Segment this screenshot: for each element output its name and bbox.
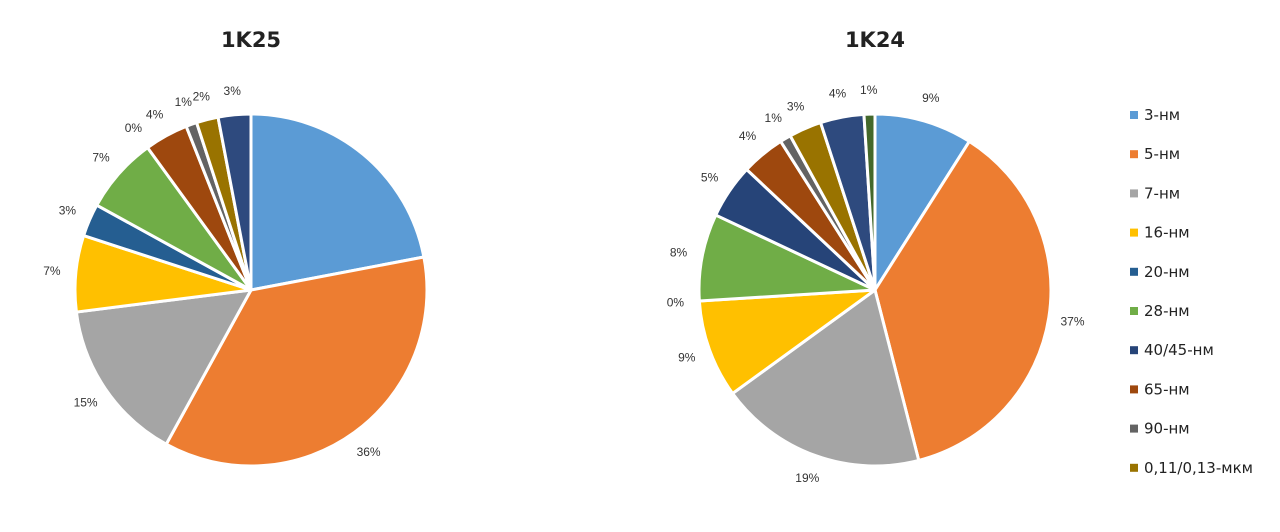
legend-item-90-нм: 90-нм xyxy=(1130,420,1190,438)
chart-title-1k24: 1K24 xyxy=(845,28,905,52)
legend-label: 7-нм xyxy=(1144,184,1180,202)
legend-item-5-нм: 5-нм xyxy=(1130,145,1180,163)
legend-swatch xyxy=(1130,463,1138,472)
legend-swatch xyxy=(1130,150,1138,159)
legend-label: 0,11/0,13-мкм xyxy=(1144,459,1253,477)
legend-label: 90-нм xyxy=(1144,420,1190,438)
data-label-16-нм: 7% xyxy=(43,264,61,278)
pie-slice-5-нм xyxy=(164,255,429,468)
legend-swatch xyxy=(1130,385,1138,394)
legend-swatch xyxy=(1130,228,1138,237)
legend-label: 16-нм xyxy=(1144,224,1190,242)
data-label-3-нм: 9% xyxy=(922,91,940,105)
pie-slice-7-нм xyxy=(731,288,921,468)
legend-label: 40/45-нм xyxy=(1144,341,1214,359)
legend-swatch xyxy=(1130,189,1138,198)
pie-1k24: 9% 37% 19% 9% 0% 8% 5% 4% 1% 3% 4% 1% xyxy=(667,83,1085,485)
legend-item-40-45-нм: 40/45-нм xyxy=(1130,341,1214,359)
chart-title-1k25: 1K25 xyxy=(221,28,281,52)
pie-slice-3-нм xyxy=(873,112,971,292)
pie-1k25: 36% 15% 7% 3% 7% 0%4% 1% 2% 3% xyxy=(43,84,429,468)
data-label-16-нм: 9% xyxy=(678,351,696,365)
legend-label: 65-нм xyxy=(1144,380,1190,398)
data-label-7-нм: 19% xyxy=(795,471,819,485)
data-label-90-нм: 1% xyxy=(765,111,783,125)
pie-slice-28-нм xyxy=(697,213,877,303)
pie-slice-3-нм xyxy=(249,112,426,292)
legend-swatch xyxy=(1130,346,1138,355)
pie-slice-5-нм xyxy=(873,139,1053,462)
pie-slice-extra-10 xyxy=(216,112,253,292)
legend-item-3-нм: 3-нм xyxy=(1130,106,1180,124)
legend-swatch xyxy=(1130,111,1138,119)
data-label-extra-10: 4% xyxy=(829,87,847,101)
legend-label: 28-нм xyxy=(1144,302,1190,320)
data-label-20-нм: 0% xyxy=(667,296,685,310)
legend-item-20-нм: 20-нм xyxy=(1130,263,1190,281)
data-label-0-11-0-13-мкм: 3% xyxy=(787,99,805,113)
data-label-0-11-0-13-мкм: 2% xyxy=(193,89,211,103)
pie-slice-16-нм xyxy=(697,288,877,395)
data-label-28-нм: 8% xyxy=(670,246,688,260)
legend-label: 20-нм xyxy=(1144,263,1190,281)
legend-swatch xyxy=(1130,307,1138,315)
pie-slice-7-нм xyxy=(74,288,253,446)
data-label-5-нм: 37% xyxy=(1060,314,1084,328)
legend-item-7-нм: 7-нм xyxy=(1130,184,1180,202)
data-label-extra-10: 3% xyxy=(224,84,242,98)
data-label-90-нм: 1% xyxy=(175,95,193,109)
data-label-40-45-нм: 0% xyxy=(125,121,143,135)
data-label-65-нм: 4% xyxy=(146,108,164,122)
legend-swatch xyxy=(1130,267,1138,276)
data-label-65-нм: 4% xyxy=(739,129,757,143)
data-label-7-нм: 15% xyxy=(74,395,98,409)
data-label-20-нм: 3% xyxy=(59,204,77,218)
legend-label: 5-нм xyxy=(1144,145,1180,163)
legend-item-16-нм: 16-нм xyxy=(1130,224,1190,242)
legend-item-0-11-0-13-мкм: 0,11/0,13-мкм xyxy=(1130,459,1253,477)
legend-label: 3-нм xyxy=(1144,106,1180,124)
data-label-extra-11: 1% xyxy=(860,83,878,97)
pie-slice-extra-11 xyxy=(862,112,877,292)
legend-swatch xyxy=(1130,424,1138,433)
data-label-5-нм: 36% xyxy=(357,445,381,459)
data-label-40-45-нм: 5% xyxy=(701,171,719,185)
legend-item-28-нм: 28-нм xyxy=(1130,302,1190,320)
data-label-28-нм: 7% xyxy=(92,151,110,165)
legend: 3-нм 5-нм 7-нм 16-нм 20-нм 28-нм 40/45-нм 65-нм… xyxy=(1130,106,1253,477)
legend-item-65-нм: 65-нм xyxy=(1130,380,1190,398)
